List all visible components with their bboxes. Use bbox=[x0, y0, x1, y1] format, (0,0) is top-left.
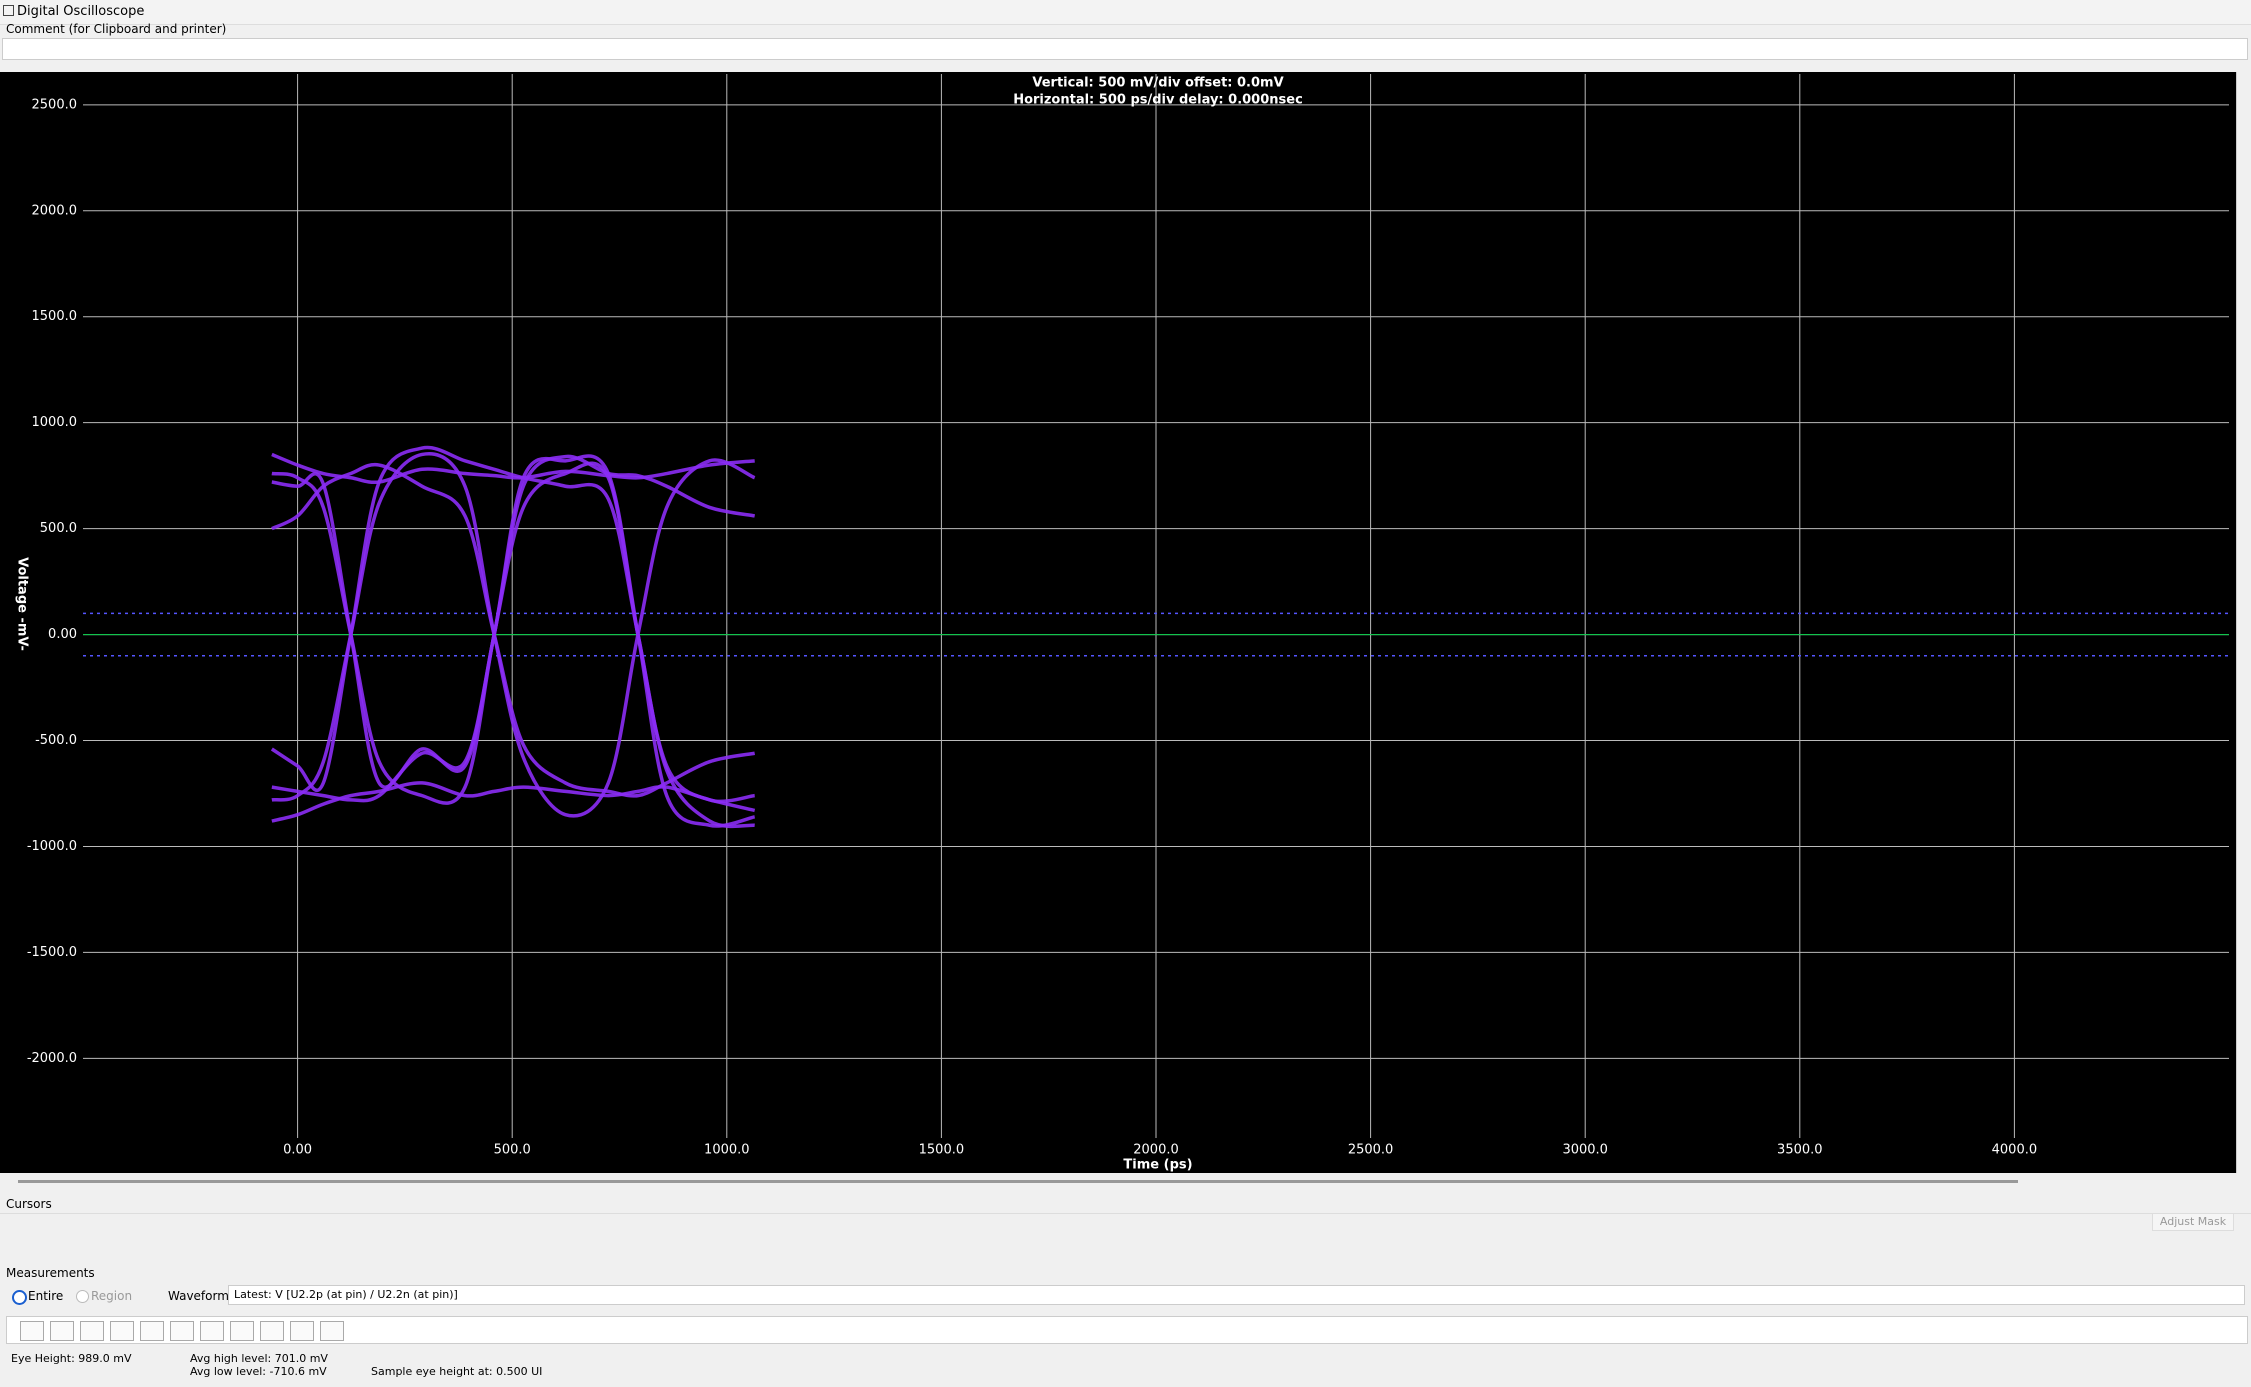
y-tick-label: 2500.0 bbox=[32, 97, 78, 112]
eye-height: Eye Height: 989.0 mV bbox=[11, 1352, 132, 1365]
tool-icon[interactable] bbox=[170, 1321, 194, 1341]
tool-icon[interactable] bbox=[200, 1321, 224, 1341]
x-tick-label: 2500.0 bbox=[1348, 1143, 1394, 1158]
y-tick-label: -1000.0 bbox=[27, 839, 77, 854]
waveform-label: Waveform: bbox=[168, 1289, 233, 1303]
x-tick-label: 1000.0 bbox=[704, 1143, 750, 1158]
tool-icon[interactable] bbox=[260, 1321, 284, 1341]
y-tick-label: 2000.0 bbox=[32, 203, 78, 218]
x-tick-label: 3000.0 bbox=[1562, 1143, 1608, 1158]
x-tick-label: 500.0 bbox=[494, 1143, 531, 1158]
cursors-title: Cursors bbox=[6, 1197, 52, 1211]
title-bar bbox=[0, 0, 2251, 25]
measurements-title: Measurements bbox=[6, 1266, 95, 1280]
y-tick-label: -1500.0 bbox=[27, 945, 77, 960]
separator bbox=[0, 1213, 2251, 1214]
y-tick-label: 0.00 bbox=[48, 627, 77, 642]
y-axis-label: Voltage -mV- bbox=[15, 557, 30, 651]
tool-icon[interactable] bbox=[50, 1321, 74, 1341]
tool-icon[interactable] bbox=[230, 1321, 254, 1341]
tool-icon[interactable] bbox=[110, 1321, 134, 1341]
eye-trace bbox=[271, 452, 755, 485]
sample-eye-height: Sample eye height at: 0.500 UI bbox=[371, 1365, 543, 1378]
scale-info: Horizontal: 500 ps/div delay: 0.000nsec bbox=[1013, 93, 1303, 108]
horizontal-scrollbar[interactable] bbox=[18, 1180, 2018, 1183]
x-tick-label: 1500.0 bbox=[919, 1143, 965, 1158]
y-tick-label: 500.0 bbox=[40, 521, 77, 536]
x-tick-label: 4000.0 bbox=[1992, 1143, 2038, 1158]
toolbar bbox=[6, 1316, 2248, 1344]
comment-label: Comment (for Clipboard and printer) bbox=[6, 22, 227, 36]
vertical-scrollbar[interactable] bbox=[2236, 72, 2251, 1173]
scale-info: Vertical: 500 mV/div offset: 0.0mV bbox=[1032, 76, 1283, 91]
comment-input[interactable] bbox=[2, 38, 2248, 60]
plot-background bbox=[0, 72, 2236, 1173]
x-tick-label: 3500.0 bbox=[1777, 1143, 1823, 1158]
scope-plot: 2500.0 2000.0 1500.0 1000.0 500.0 0.00 -500.0 -… bbox=[0, 72, 2236, 1173]
avg-low: Avg low level: -710.6 mV bbox=[190, 1365, 327, 1378]
eye-trace bbox=[271, 454, 756, 828]
tool-icon[interactable] bbox=[140, 1321, 164, 1341]
waveform-select[interactable]: Latest: V [U2.2p (at pin) / U2.2n (at pi… bbox=[228, 1285, 2245, 1305]
adjust-mask-button[interactable]: Adjust Mask bbox=[2152, 1213, 2234, 1231]
x-tick-label: 0.00 bbox=[283, 1143, 312, 1158]
radio-entire[interactable] bbox=[12, 1290, 27, 1305]
y-tick-label: -2000.0 bbox=[27, 1051, 77, 1066]
option-entire[interactable]: Entire bbox=[28, 1289, 64, 1303]
avg-high: Avg high level: 701.0 mV bbox=[190, 1352, 328, 1365]
y-tick-label: 1500.0 bbox=[32, 309, 78, 324]
window-title: Digital Oscilloscope bbox=[17, 4, 145, 19]
tool-icon[interactable] bbox=[290, 1321, 314, 1341]
y-tick-label: 1000.0 bbox=[32, 415, 78, 430]
tool-icon[interactable] bbox=[20, 1321, 44, 1341]
tool-icon[interactable] bbox=[80, 1321, 104, 1341]
x-tick-label: 2000.0 bbox=[1133, 1143, 1179, 1158]
eye-trace bbox=[270, 445, 755, 829]
radio-region[interactable] bbox=[76, 1290, 89, 1303]
option-region[interactable]: Region bbox=[91, 1289, 133, 1303]
y-tick-label: -500.0 bbox=[35, 733, 77, 748]
x-axis-label: Time (ps) bbox=[1123, 1158, 1192, 1173]
app-icon bbox=[3, 5, 14, 16]
tool-icon[interactable] bbox=[320, 1321, 344, 1341]
